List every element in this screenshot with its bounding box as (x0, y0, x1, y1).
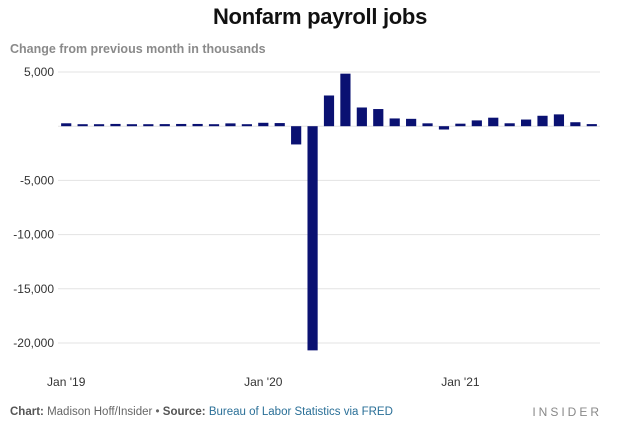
bar (537, 115, 548, 127)
bar (455, 123, 466, 127)
chart-footer: Chart: Madison Hoff/Insider • Source: Bu… (10, 406, 393, 418)
bar (553, 114, 565, 127)
x-axis-tick-labels: Jan '19 Jan '20 Jan '21 (47, 375, 480, 389)
bar (77, 124, 88, 127)
bar (389, 118, 400, 127)
bar (93, 124, 105, 127)
bar (406, 118, 417, 127)
bar (323, 95, 335, 127)
bar (356, 107, 367, 127)
y-tick-label: -15,000 (13, 282, 54, 296)
y-axis-tick-labels: 5,000 -5,000 -10,000 -15,000 -20,000 (13, 65, 54, 350)
bar (176, 123, 187, 127)
bar (438, 126, 450, 130)
x-tick-label: Jan '20 (244, 375, 283, 389)
bar (373, 109, 384, 127)
bar (586, 124, 597, 127)
bar (208, 124, 220, 127)
bar (340, 73, 351, 127)
bar (504, 123, 515, 127)
chart-subtitle: Change from previous month in thousands (10, 42, 266, 56)
chart-title: Nonfarm payroll jobs (212, 4, 428, 29)
bar (61, 123, 72, 127)
bar (307, 126, 318, 351)
source-link[interactable]: Bureau of Labor Statistics via FRED (208, 406, 393, 418)
bar (258, 122, 269, 127)
footer-separator: • (155, 406, 160, 418)
bar (192, 123, 203, 127)
bar (126, 124, 138, 127)
bar (291, 126, 302, 145)
y-tick-label: -20,000 (13, 336, 54, 350)
x-tick-label: Jan '19 (47, 375, 86, 389)
bar (143, 124, 154, 127)
bar (274, 123, 285, 127)
bar (570, 122, 581, 127)
bar (488, 117, 499, 127)
bar (422, 123, 433, 127)
insider-logo: INSIDER (532, 405, 602, 419)
bar (471, 120, 482, 127)
chart-credit-label: Chart: (10, 406, 44, 418)
bars (61, 73, 597, 351)
chart-credit: Madison Hoff/Insider (47, 406, 153, 418)
bar (159, 124, 170, 127)
bar (225, 123, 236, 127)
y-tick-label: -10,000 (13, 228, 54, 242)
source-label: Source: (162, 406, 206, 418)
x-tick-label: Jan '21 (441, 375, 480, 389)
bar (520, 119, 532, 127)
y-tick-label: 5,000 (24, 65, 54, 79)
bar (110, 123, 121, 127)
y-tick-label: -5,000 (20, 173, 54, 187)
bar (241, 124, 252, 127)
